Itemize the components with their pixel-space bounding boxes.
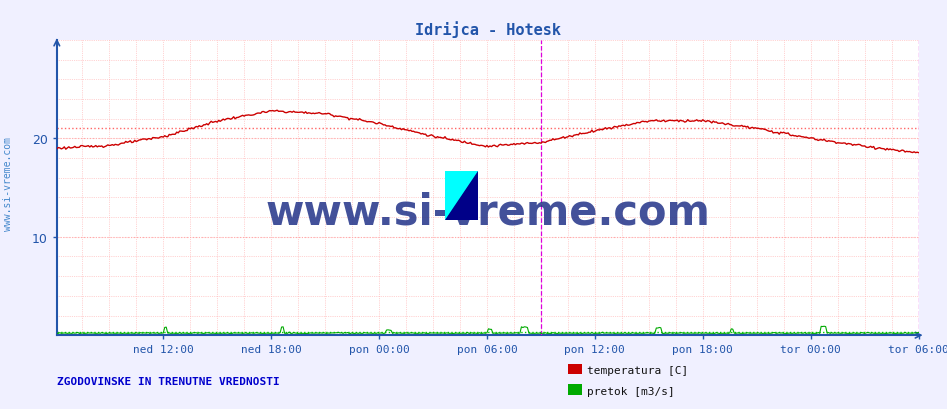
Text: pretok [m3/s]: pretok [m3/s] (587, 386, 675, 396)
Text: ZGODOVINSKE IN TRENUTNE VREDNOSTI: ZGODOVINSKE IN TRENUTNE VREDNOSTI (57, 376, 279, 387)
Polygon shape (445, 172, 478, 221)
Polygon shape (445, 172, 478, 221)
Text: temperatura [C]: temperatura [C] (587, 365, 688, 375)
Title: Idrijca - Hotesk: Idrijca - Hotesk (415, 22, 561, 38)
Text: www.si-vreme.com: www.si-vreme.com (265, 191, 710, 233)
Text: www.si-vreme.com: www.si-vreme.com (3, 137, 12, 231)
